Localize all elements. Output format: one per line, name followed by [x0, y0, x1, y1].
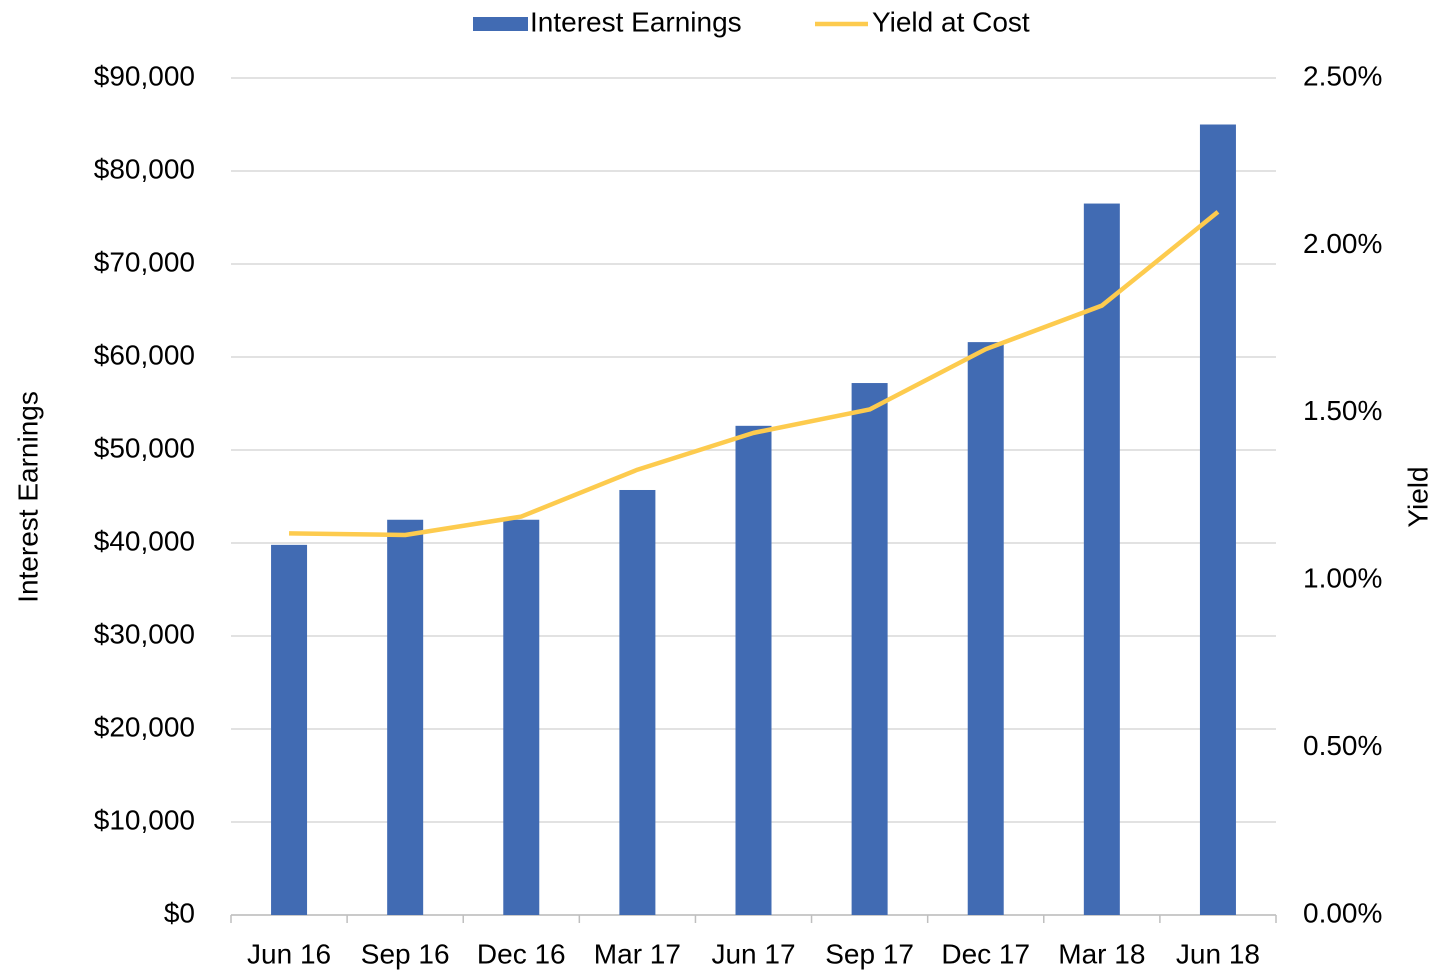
y-tick-label: $80,000	[94, 153, 195, 184]
line	[289, 210, 1220, 538]
y2-tick-label: 1.00%	[1303, 563, 1382, 594]
x-tick-label: Jun 17	[711, 938, 795, 969]
bar	[851, 383, 888, 915]
y2-tick-label: 0.50%	[1303, 730, 1382, 761]
x-tick-label: Jun 16	[247, 938, 331, 969]
y-tick-label: $70,000	[94, 246, 195, 277]
bar	[1083, 203, 1120, 916]
bar	[1199, 124, 1236, 915]
bar	[503, 519, 540, 915]
y2-tick-label: 2.00%	[1303, 228, 1382, 259]
bar	[271, 544, 308, 915]
legend-swatch	[473, 17, 528, 31]
legend-label: Yield at Cost	[872, 6, 1030, 37]
x-tick-label: Mar 18	[1058, 938, 1145, 969]
x-tick-label: Mar 17	[594, 938, 681, 969]
y-tick-label: $10,000	[94, 804, 195, 835]
x-tick-label: Dec 16	[477, 938, 566, 969]
y-tick-label: $60,000	[94, 339, 195, 370]
x-tick-label: Jun 18	[1176, 938, 1260, 969]
bar	[967, 342, 1004, 915]
y-tick-label: $30,000	[94, 618, 195, 649]
x-tick-label: Sep 16	[361, 938, 450, 969]
y2-tick-label: 1.50%	[1303, 395, 1382, 426]
y2-tick-label: 2.50%	[1303, 60, 1382, 91]
legend-label: Interest Earnings	[530, 6, 742, 37]
y2-axis-title: Yield	[1402, 466, 1433, 527]
y-tick-label: $40,000	[94, 525, 195, 556]
x-tick-label: Sep 17	[825, 938, 914, 969]
bar	[619, 489, 656, 915]
y-tick-label: $0	[164, 897, 195, 928]
bar	[387, 519, 424, 915]
bar	[735, 425, 772, 915]
y-tick-label: $50,000	[94, 432, 195, 463]
y-tick-label: $20,000	[94, 711, 195, 742]
y-axis-title: Interest Earnings	[12, 391, 43, 603]
x-tick-label: Dec 17	[941, 938, 1030, 969]
y-tick-label: $90,000	[94, 60, 195, 91]
y2-tick-label: 0.00%	[1303, 897, 1382, 928]
